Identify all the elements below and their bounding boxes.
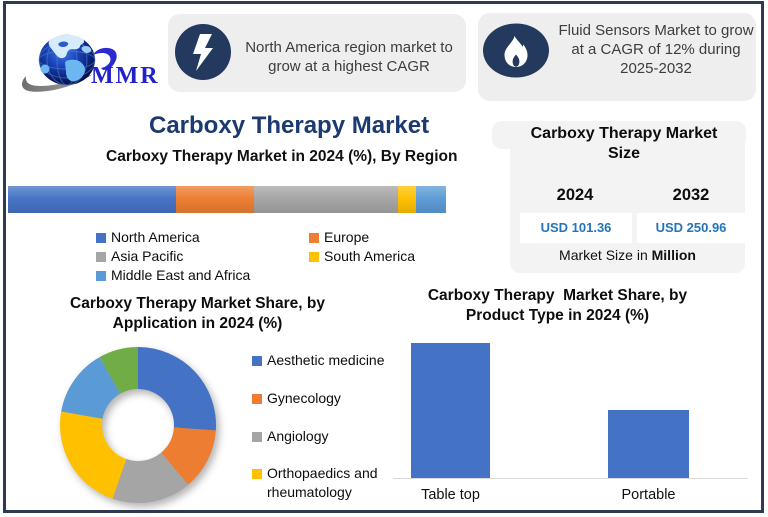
svg-text:MMR: MMR: [91, 63, 160, 89]
